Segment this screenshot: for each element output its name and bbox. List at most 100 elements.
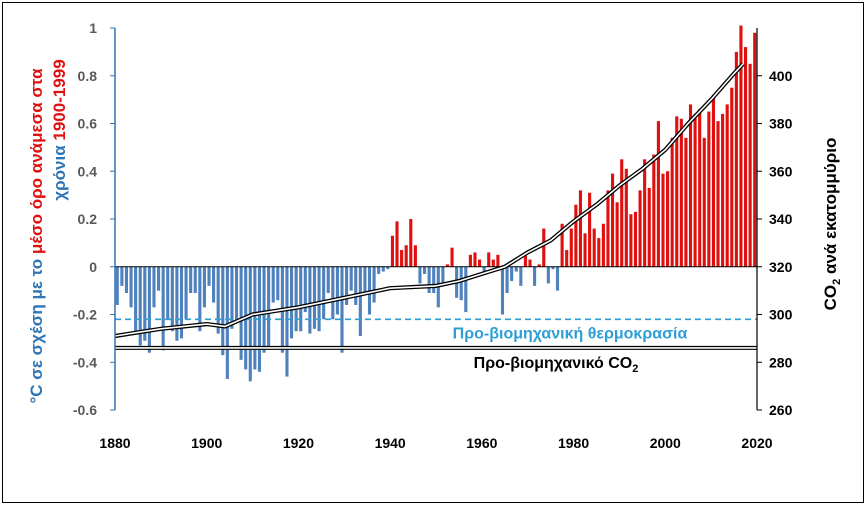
temperature-bar <box>624 168 628 267</box>
co2-line-inner <box>114 63 744 337</box>
temperature-bar <box>450 247 454 267</box>
temperature-bar <box>234 266 239 320</box>
temperature-bar <box>354 266 358 305</box>
temperature-bar <box>597 238 601 267</box>
temperature-bar <box>175 266 179 341</box>
temperature-bar <box>157 266 161 291</box>
temperature-bar <box>248 266 252 382</box>
temperature-bar <box>216 266 220 334</box>
temperature-bar <box>358 266 362 336</box>
temperature-bar <box>615 202 619 267</box>
reference-lines: Προ-βιομηχανική θερμοκρασία Προ-βιομηχανι… <box>115 266 757 375</box>
temperature-bar <box>578 190 583 267</box>
temperature-bar <box>262 266 266 353</box>
temperature-bar <box>124 266 129 294</box>
left-tick-label: 0 <box>89 259 97 275</box>
temperature-bar <box>523 254 527 267</box>
temperature-bar <box>542 228 546 267</box>
temperature-bar <box>271 266 275 303</box>
x-tick-label: 1940 <box>375 435 406 451</box>
temperature-bar <box>418 266 422 284</box>
temperature-bar <box>661 173 665 267</box>
temperature-bar <box>620 159 624 267</box>
temperature-bar <box>285 266 289 377</box>
x-tick-label: 1980 <box>558 435 589 451</box>
temperature-bar <box>147 266 151 353</box>
preindustrial-co2-label: Προ-βιομηχανικό CO2 <box>474 355 639 375</box>
temperature-bar <box>739 25 743 267</box>
preindustrial-temperature-label: Προ-βιομηχανική θερμοκρασία <box>453 325 688 342</box>
temperature-bar <box>711 94 715 267</box>
axes: 1 0.8 0.6 0.4 0.2 0 -0.2 -0.4 -0.6 400 380 360 340 32… <box>73 20 793 451</box>
temperature-bar <box>702 137 706 267</box>
temperature-bar <box>166 266 170 320</box>
temperature-bar <box>340 266 344 353</box>
temperature-bar <box>170 266 174 332</box>
temperature-bar <box>184 266 188 320</box>
temperature-bar <box>716 121 720 267</box>
temperature-bar <box>115 266 119 305</box>
temperature-bar <box>656 121 660 267</box>
temperature-bar <box>276 266 280 301</box>
left-tick-label: -0.2 <box>73 307 97 323</box>
temperature-bar <box>555 266 560 291</box>
x-tick-label: 1880 <box>99 435 130 451</box>
x-tick-label: 2020 <box>741 435 772 451</box>
temperature-bar <box>583 233 587 267</box>
temperature-bar <box>688 104 693 267</box>
temperature-bar <box>647 187 651 267</box>
temperature-bar <box>317 266 321 332</box>
temperature-bar <box>445 264 450 267</box>
temperature-bar <box>152 266 156 308</box>
temperature-bar <box>464 266 468 313</box>
temperature-bar <box>546 266 550 284</box>
temperature-bar <box>505 266 509 294</box>
temperature-bar <box>537 264 541 267</box>
temperature-bar <box>528 259 532 267</box>
temperature-bar <box>349 266 353 291</box>
temperature-bar <box>491 259 495 267</box>
left-tick-label: -0.6 <box>73 402 97 418</box>
right-tick-label: 260 <box>769 402 793 418</box>
temperature-bar <box>725 104 729 267</box>
temperature-bar <box>400 250 404 267</box>
temperature-bar <box>120 266 124 286</box>
temperature-bar <box>230 266 234 329</box>
temperature-bar <box>459 266 463 301</box>
right-axis-label: CO2 ανά εκατομμύριο <box>821 138 843 311</box>
temperature-bar <box>693 113 697 267</box>
temperature-bar <box>377 266 381 274</box>
temperature-bar <box>666 171 670 267</box>
left-tick-label: 1 <box>89 20 97 36</box>
temperature-bar <box>345 266 349 305</box>
temperature-bar <box>308 266 312 334</box>
temperature-bar <box>303 266 307 313</box>
temperature-bar <box>514 266 518 272</box>
temperature-bar <box>267 266 271 348</box>
temperature-bar <box>335 266 339 315</box>
axis-labels: °C σε σχέση με το μέσο όρο ανάμεσα στα χρ… <box>27 59 843 403</box>
temperature-bar <box>473 252 477 267</box>
temperature-bar <box>468 254 472 267</box>
temperature-bar <box>326 266 330 294</box>
temperature-bar <box>487 252 491 267</box>
temperature-bar <box>533 266 537 286</box>
temperature-bar <box>510 266 514 282</box>
temperature-bar <box>129 266 133 308</box>
left-axis-label-line2: χρόνια 1900-1999 <box>50 59 69 200</box>
temperature-bar <box>299 266 303 332</box>
temperature-bar <box>743 47 748 267</box>
temperature-bar <box>193 266 197 294</box>
temperature-bar <box>643 159 647 267</box>
temperature-bar <box>629 214 633 267</box>
temperature-bar <box>312 266 317 329</box>
temperature-bar <box>721 113 725 267</box>
temperature-bar <box>189 266 193 294</box>
temperature-bar <box>331 266 335 320</box>
right-tick-label: 400 <box>769 68 793 84</box>
x-tick-label: 1960 <box>466 435 497 451</box>
left-tick-label: 0.4 <box>78 163 98 179</box>
temperature-bar <box>322 266 326 320</box>
